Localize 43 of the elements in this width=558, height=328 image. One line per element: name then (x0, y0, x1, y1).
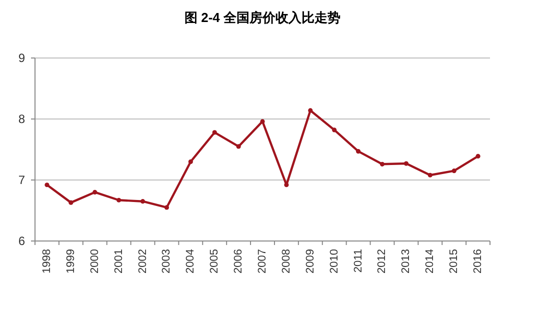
title: 图 2-4 全国房价收入比走势 (184, 10, 340, 25)
point (236, 144, 241, 149)
point (308, 108, 313, 113)
point (68, 200, 74, 205)
point (44, 182, 50, 188)
point (356, 149, 361, 154)
x-tick-label: 2001 (112, 249, 125, 274)
x-tick-label: 2015 (448, 249, 460, 274)
point (404, 161, 408, 166)
x-tick-label: 2004 (184, 249, 197, 274)
point (92, 190, 98, 194)
point (476, 154, 480, 159)
x-tick-label: 2009 (304, 249, 316, 274)
x-tick-label: 2016 (472, 249, 484, 274)
x-tick-label: 2003 (160, 249, 173, 274)
x-tick-label: 2000 (88, 249, 101, 274)
point (452, 168, 456, 174)
x-tick-label: 2008 (280, 249, 292, 274)
x-tick-label: 1999 (64, 249, 77, 274)
x-tick-label: 2007 (256, 249, 268, 274)
point (260, 119, 265, 124)
x-tick-label: 2006 (232, 249, 245, 274)
x-tick-label: 2011 (352, 249, 364, 273)
x-tick-label: 2010 (328, 249, 340, 274)
x-tick-label: 2005 (208, 249, 221, 274)
x-tick-label: 2012 (376, 249, 388, 274)
y-tick-label: 8 (18, 112, 26, 126)
point (140, 199, 146, 204)
point (380, 162, 385, 166)
point (332, 128, 337, 132)
y-tick-label: 7 (18, 173, 26, 187)
point (188, 159, 193, 164)
y-tick-label: 9 (18, 51, 26, 65)
x-tick-label: 2013 (400, 249, 412, 274)
x-tick-label: 1998 (40, 249, 53, 274)
x-tick-label: 2014 (424, 249, 436, 274)
point (116, 198, 122, 202)
y-tick-label: 6 (18, 234, 26, 248)
x-tick-label: 2002 (136, 249, 149, 274)
point (428, 172, 432, 178)
point (164, 205, 170, 210)
point (284, 182, 289, 188)
point (212, 130, 217, 135)
